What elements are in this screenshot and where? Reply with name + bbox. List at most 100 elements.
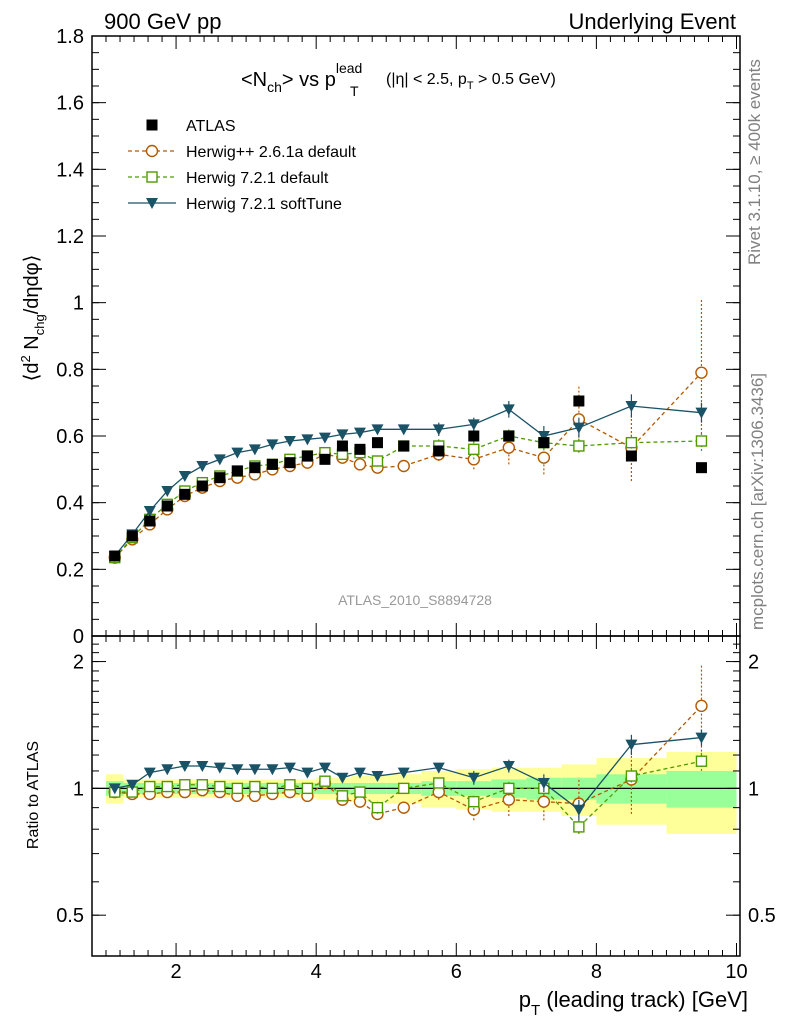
ratio-point <box>179 779 191 791</box>
uncertainty-band-stat <box>666 770 737 808</box>
ratio-point <box>397 801 410 814</box>
main-y-tick-label: 1.2 <box>56 226 84 248</box>
main-series-layer <box>108 299 708 564</box>
ratio-y-tick-label-right: 1 <box>748 778 759 800</box>
ratio-point <box>353 767 366 779</box>
ratio-point <box>371 770 384 782</box>
data-point <box>397 459 410 473</box>
ratio-point <box>573 821 585 833</box>
series-atlas <box>109 395 707 562</box>
data-point <box>231 465 243 477</box>
ratio-point <box>467 772 480 784</box>
plot-title-cut-close: > 0.5 GeV) <box>474 71 556 88</box>
ratio-point <box>572 804 585 816</box>
ratio-point <box>432 762 445 774</box>
data-point <box>196 461 209 472</box>
data-point <box>109 550 121 562</box>
plot-title: <Nch> vs plead <box>241 60 362 95</box>
ratio-point <box>161 780 174 793</box>
ratio-point <box>196 761 209 773</box>
ratio-point <box>231 764 244 776</box>
data-point <box>625 450 637 462</box>
data-point <box>196 480 208 492</box>
data-point <box>248 444 261 456</box>
ratio-series-herwig-7-2-1-softtune <box>108 729 708 821</box>
legend-marker <box>146 119 158 131</box>
ratio-point <box>318 762 331 774</box>
ratio-point <box>213 762 226 774</box>
legend-label: Herwig 7.2.1 softTune <box>186 196 342 213</box>
plot-title-cut-sub: T <box>467 80 474 92</box>
series-line <box>114 435 702 559</box>
ratio-point <box>537 795 551 808</box>
main-y-tick-label: 0.8 <box>56 359 84 381</box>
ratio-ylabel: Ratio to ATLAS <box>25 741 42 849</box>
data-point <box>213 454 226 466</box>
main-y-tick-label: 1.8 <box>56 26 84 48</box>
data-point <box>126 530 138 542</box>
ratio-point <box>433 777 445 789</box>
ratio-point <box>336 772 349 784</box>
data-point <box>398 440 410 452</box>
ratio-y-tick-label-right: 0.5 <box>748 905 776 927</box>
mcplots-label: mcplots.cern.ch [arXiv:1306.3436] <box>748 373 767 630</box>
data-point <box>468 430 480 442</box>
ratio-point <box>398 782 410 795</box>
ratio-point <box>143 767 156 779</box>
data-point <box>397 424 410 436</box>
plot-title-sub2: T <box>350 83 359 99</box>
ratio-point <box>266 764 279 776</box>
data-point <box>432 424 445 436</box>
data-point <box>573 395 585 407</box>
legend-item-atlas: ATLAS <box>146 118 236 135</box>
legend-item-herwig-7-2-1-default: Herwig 7.2.1 default <box>128 170 329 187</box>
plot-title-sup: lead <box>336 60 362 76</box>
series-line <box>114 405 702 557</box>
main-ylabel: ⟨d2 Nchg/dηdφ⟩ <box>18 255 47 382</box>
ratio-point <box>178 761 191 773</box>
ratio-point <box>354 786 366 798</box>
data-point <box>354 443 366 455</box>
data-point <box>161 486 174 497</box>
data-point <box>467 419 480 431</box>
main-y-tick-label: 0 <box>73 626 84 648</box>
main-y-tick-label: 1.4 <box>56 159 84 181</box>
data-point <box>301 434 314 446</box>
legend-marker <box>145 144 159 158</box>
data-point <box>371 455 384 467</box>
ratio-point <box>371 801 384 814</box>
data-point <box>284 457 296 469</box>
main-y-tick-label: 0.2 <box>56 559 84 581</box>
main-y-tick-label: 0.6 <box>56 426 84 448</box>
x-tick-label: 6 <box>451 961 462 983</box>
data-point <box>625 401 638 412</box>
ratio-point <box>625 770 638 782</box>
ratio-point <box>503 782 515 795</box>
data-point <box>503 430 515 442</box>
ratio-point <box>283 762 296 774</box>
data-point <box>502 404 515 416</box>
header-right: Underlying Event <box>568 9 736 34</box>
ratio-point <box>353 795 367 808</box>
ratio-point <box>161 764 174 776</box>
ratio-point <box>695 699 708 713</box>
x-axis-label: pT (leading track) [GeV] <box>519 987 748 1019</box>
data-point <box>695 407 708 419</box>
data-point <box>214 472 226 484</box>
ratio-point <box>301 767 314 779</box>
legend: ATLAS Herwig++ 2.6.1a default Herwig 7.2.1… <box>128 118 356 213</box>
data-point <box>625 436 638 449</box>
ratio-y-tick-label: 1 <box>73 778 84 800</box>
ratio-point <box>502 761 515 773</box>
ratio-y-tick-label: 0.5 <box>56 905 84 927</box>
ratio-y-tick-label: 2 <box>73 652 84 674</box>
ratio-point <box>336 790 349 802</box>
data-point <box>371 424 384 436</box>
data-point <box>266 439 279 451</box>
ratio-point <box>695 732 708 744</box>
data-point <box>371 437 383 449</box>
legend-item-herwig-7-2-1-softtune: Herwig 7.2.1 softTune <box>128 196 342 213</box>
data-point <box>319 453 331 465</box>
plot-title-cut: (|η| < 2.5, pT > 0.5 GeV) <box>386 71 556 92</box>
analysis-label: ATLAS_2010_S8894728 <box>338 592 492 608</box>
